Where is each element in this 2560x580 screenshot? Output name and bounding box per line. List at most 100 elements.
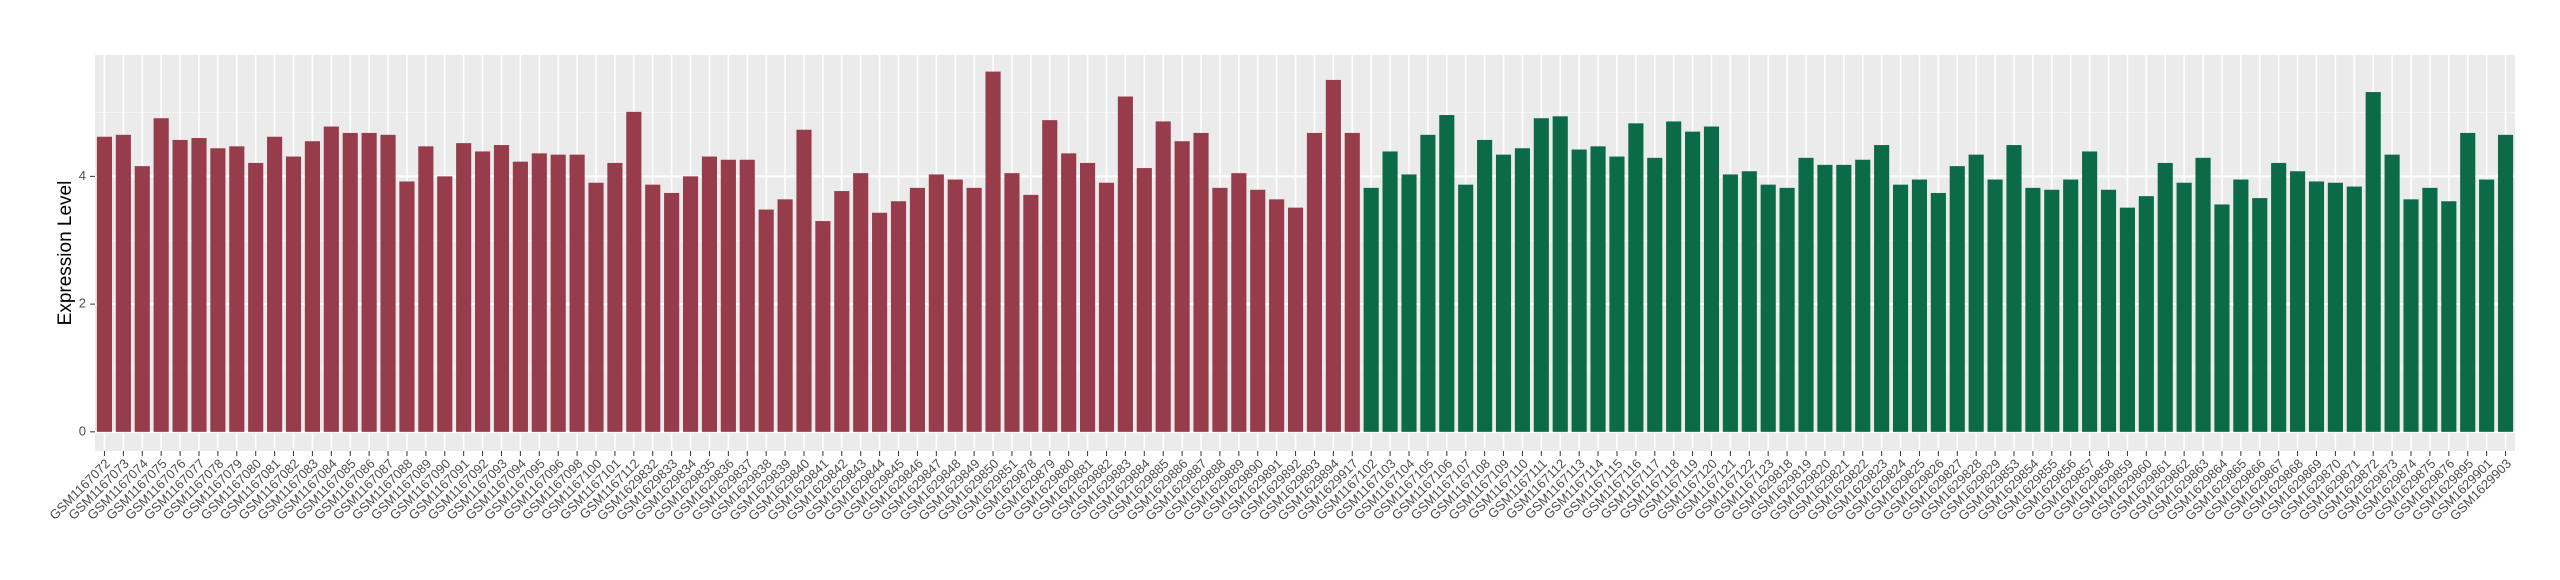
bar — [1703, 126, 1720, 432]
bar — [2100, 189, 2117, 432]
bar — [1363, 187, 1379, 432]
bar — [96, 136, 113, 432]
bar — [1892, 184, 1909, 432]
bar — [361, 132, 377, 432]
bar — [985, 71, 1001, 432]
bar — [1836, 164, 1852, 432]
bar — [682, 176, 699, 432]
bar — [2479, 179, 2495, 432]
bar — [2082, 151, 2098, 432]
bar — [1250, 189, 1266, 432]
bar — [1004, 173, 1020, 432]
bar — [2063, 179, 2079, 432]
bar — [248, 162, 264, 432]
bar — [1155, 121, 1171, 432]
bar — [928, 174, 944, 432]
bar — [1968, 154, 1984, 432]
bar — [418, 146, 434, 432]
bar — [1571, 149, 1587, 432]
bar — [2138, 196, 2154, 432]
bar — [1042, 120, 1058, 432]
bar — [853, 173, 869, 432]
bar — [1628, 123, 1644, 432]
bar — [267, 136, 283, 432]
bar — [115, 134, 131, 432]
bar — [1552, 116, 1568, 432]
bar — [1193, 132, 1209, 432]
bar — [607, 162, 623, 432]
bar — [475, 151, 491, 432]
bar — [2119, 207, 2135, 432]
bar — [1647, 157, 1663, 432]
bar — [588, 182, 604, 432]
bar — [664, 192, 680, 432]
bar — [2327, 182, 2343, 432]
bar — [796, 129, 812, 432]
bar — [701, 156, 718, 432]
bar — [1798, 157, 1814, 432]
bar — [456, 143, 472, 432]
bar — [2308, 181, 2325, 432]
y-tick-label: 2 — [79, 296, 86, 311]
bar — [815, 221, 831, 432]
bar — [1269, 199, 1285, 432]
bar — [1382, 151, 1398, 432]
bar — [1023, 194, 1039, 432]
bar — [153, 118, 169, 432]
bar — [909, 187, 925, 432]
bar — [2252, 198, 2268, 432]
bar — [1722, 174, 1738, 432]
bar — [1477, 139, 1493, 432]
bar — [437, 176, 453, 432]
bar — [1344, 132, 1360, 432]
bar — [777, 199, 793, 432]
bar — [1911, 179, 1928, 432]
bar — [1741, 171, 1757, 432]
bar — [2195, 157, 2211, 432]
bar — [550, 154, 566, 432]
bar — [569, 154, 585, 432]
bar — [2176, 182, 2192, 432]
bar — [1306, 132, 1323, 432]
bar — [2290, 171, 2306, 432]
bar — [966, 187, 982, 432]
bar — [1495, 154, 1512, 432]
y-tick-label: 0 — [79, 423, 86, 438]
bar — [1874, 145, 1890, 432]
bar — [2422, 187, 2438, 432]
bar — [1136, 168, 1152, 432]
bar — [1080, 162, 1096, 432]
bar — [380, 134, 396, 432]
bar — [1685, 131, 1701, 432]
bar — [1174, 141, 1190, 432]
bar — [2441, 201, 2457, 432]
bar — [2271, 162, 2287, 432]
bar — [493, 145, 510, 432]
bar — [2006, 145, 2022, 432]
bar — [1117, 96, 1133, 432]
bar — [1930, 192, 1946, 432]
bar — [2460, 132, 2476, 432]
bar — [191, 138, 207, 432]
bar — [134, 166, 150, 432]
bar — [758, 209, 774, 432]
bar — [1533, 118, 1549, 432]
y-tick-label: 4 — [79, 168, 86, 183]
bar — [1325, 79, 1341, 432]
bar — [2025, 187, 2041, 432]
bar — [1287, 207, 1304, 432]
bar — [626, 111, 642, 432]
bar — [1098, 182, 1115, 432]
bar — [1666, 121, 1682, 432]
bar — [2384, 154, 2400, 432]
bar — [2403, 199, 2419, 432]
bar — [1760, 184, 1776, 432]
y-axis-title: Expression Level — [55, 181, 76, 326]
bar — [645, 184, 661, 432]
bar — [285, 156, 302, 432]
bar — [172, 139, 188, 432]
bar — [399, 181, 415, 432]
bar — [2214, 204, 2230, 432]
bar — [531, 153, 547, 432]
